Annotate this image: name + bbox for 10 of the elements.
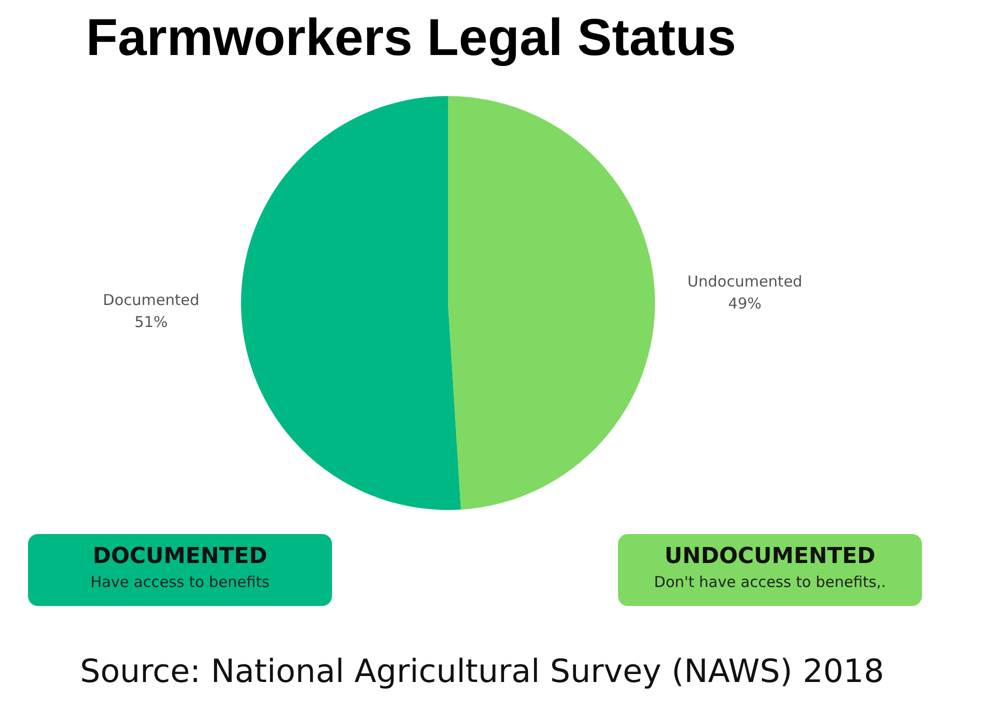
source-note: Source: National Agricultural Survey (NAWS) 2018 (80, 652, 884, 690)
text: DOCUMENTED (92, 544, 268, 569)
data-label: 51% (134, 313, 168, 332)
slice-label: Undocumented (687, 272, 802, 291)
chart-title: Farmworkers Legal Status (86, 8, 736, 68)
text: Have access to benefits (89, 573, 271, 591)
text: UNDOCUMENTED (664, 544, 876, 569)
slice-label: Documented (102, 291, 200, 310)
data-label: 49% (728, 294, 762, 313)
text: Don't have access to benefits,. (653, 573, 887, 591)
